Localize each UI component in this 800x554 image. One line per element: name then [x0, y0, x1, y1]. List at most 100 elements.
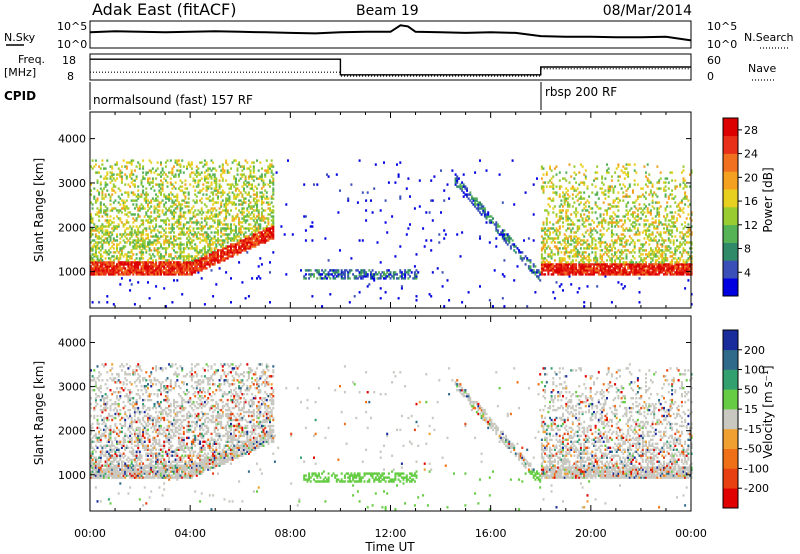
data-cell [358, 271, 361, 274]
data-cell [117, 259, 120, 262]
data-cell [568, 269, 571, 272]
data-cell [169, 181, 172, 184]
data-cell [607, 269, 610, 272]
data-cell [547, 267, 550, 270]
data-cell [607, 255, 610, 258]
data-cell [399, 245, 402, 248]
data-cell [387, 273, 390, 276]
data-cell [230, 227, 232, 230]
data-cell [593, 271, 595, 274]
data-cell [653, 265, 656, 268]
data-cell [177, 215, 180, 218]
data-cell [195, 245, 198, 248]
data-cell [120, 271, 123, 274]
data-cell [243, 243, 245, 246]
data-cell [153, 249, 156, 252]
data-cell [343, 273, 346, 276]
data-cell [643, 195, 646, 198]
data-cell [620, 237, 623, 240]
data-cell [244, 249, 247, 252]
data-cell [666, 269, 669, 272]
data-cell [667, 229, 670, 232]
data-cell [127, 161, 130, 164]
data-cell [684, 261, 687, 264]
data-cell [147, 271, 149, 274]
data-cell [573, 273, 576, 276]
data-cell [260, 195, 263, 198]
data-cell [568, 251, 571, 254]
data-cell [200, 277, 203, 280]
data-cell [184, 255, 187, 258]
data-cell [399, 271, 402, 274]
data-cell [646, 235, 649, 238]
data-cell [101, 189, 104, 192]
data-cell [566, 273, 569, 276]
data-cell [540, 167, 543, 170]
data-cell [189, 217, 192, 220]
data-cell [153, 209, 156, 212]
data-cell [186, 241, 188, 244]
data-cell [106, 215, 109, 218]
data-cell [164, 173, 167, 176]
data-cell [664, 259, 667, 262]
data-cell [106, 159, 109, 162]
data-cell [682, 211, 685, 214]
data-cell [632, 273, 634, 276]
data-cell [190, 163, 193, 166]
data-cell [270, 223, 273, 226]
data-cell [575, 195, 578, 198]
data-cell [575, 265, 578, 268]
data-cell [633, 273, 636, 276]
data-cell [612, 205, 615, 208]
data-cell [622, 251, 625, 254]
data-cell [347, 277, 350, 280]
data-cell [264, 217, 267, 220]
data-cell [176, 267, 179, 270]
data-cell [524, 191, 527, 194]
data-cell [119, 203, 122, 206]
data-cell [163, 267, 166, 270]
data-cell [601, 263, 604, 266]
data-cell [194, 271, 197, 274]
data-cell [612, 221, 615, 224]
data-cell [205, 233, 208, 236]
data-cell [142, 273, 145, 276]
data-cell [609, 215, 612, 218]
data-cell [252, 193, 255, 196]
data-cell [633, 233, 636, 236]
data-cell [579, 197, 582, 200]
data-cell [220, 211, 223, 214]
data-cell [555, 237, 558, 240]
data-cell [171, 217, 174, 220]
data-cell [262, 241, 265, 244]
data-cell [581, 267, 584, 270]
data-cell [412, 277, 415, 280]
data-cell [114, 265, 117, 268]
data-cell [135, 245, 138, 248]
data-cell [575, 255, 578, 258]
data-cell [682, 261, 685, 264]
data-cell [111, 171, 114, 174]
data-cell [116, 177, 118, 180]
data-cell [120, 263, 123, 266]
data-cell [638, 261, 641, 264]
data-cell [594, 251, 597, 254]
data-cell [267, 197, 270, 200]
data-cell [622, 287, 625, 290]
data-cell [586, 263, 589, 266]
data-cell [156, 271, 159, 274]
data-cell [210, 159, 213, 162]
data-cell [181, 243, 184, 246]
data-cell [190, 271, 193, 274]
data-cell [553, 241, 556, 244]
data-cell [120, 273, 123, 276]
data-cell [589, 207, 592, 210]
data-cell [181, 251, 184, 254]
data-cell [112, 183, 115, 186]
data-cell [555, 173, 558, 176]
nsky-panel-frame [89, 20, 692, 49]
data-cell [249, 239, 252, 242]
data-cell [199, 161, 202, 164]
data-cell [625, 195, 628, 198]
data-cell [153, 265, 156, 268]
